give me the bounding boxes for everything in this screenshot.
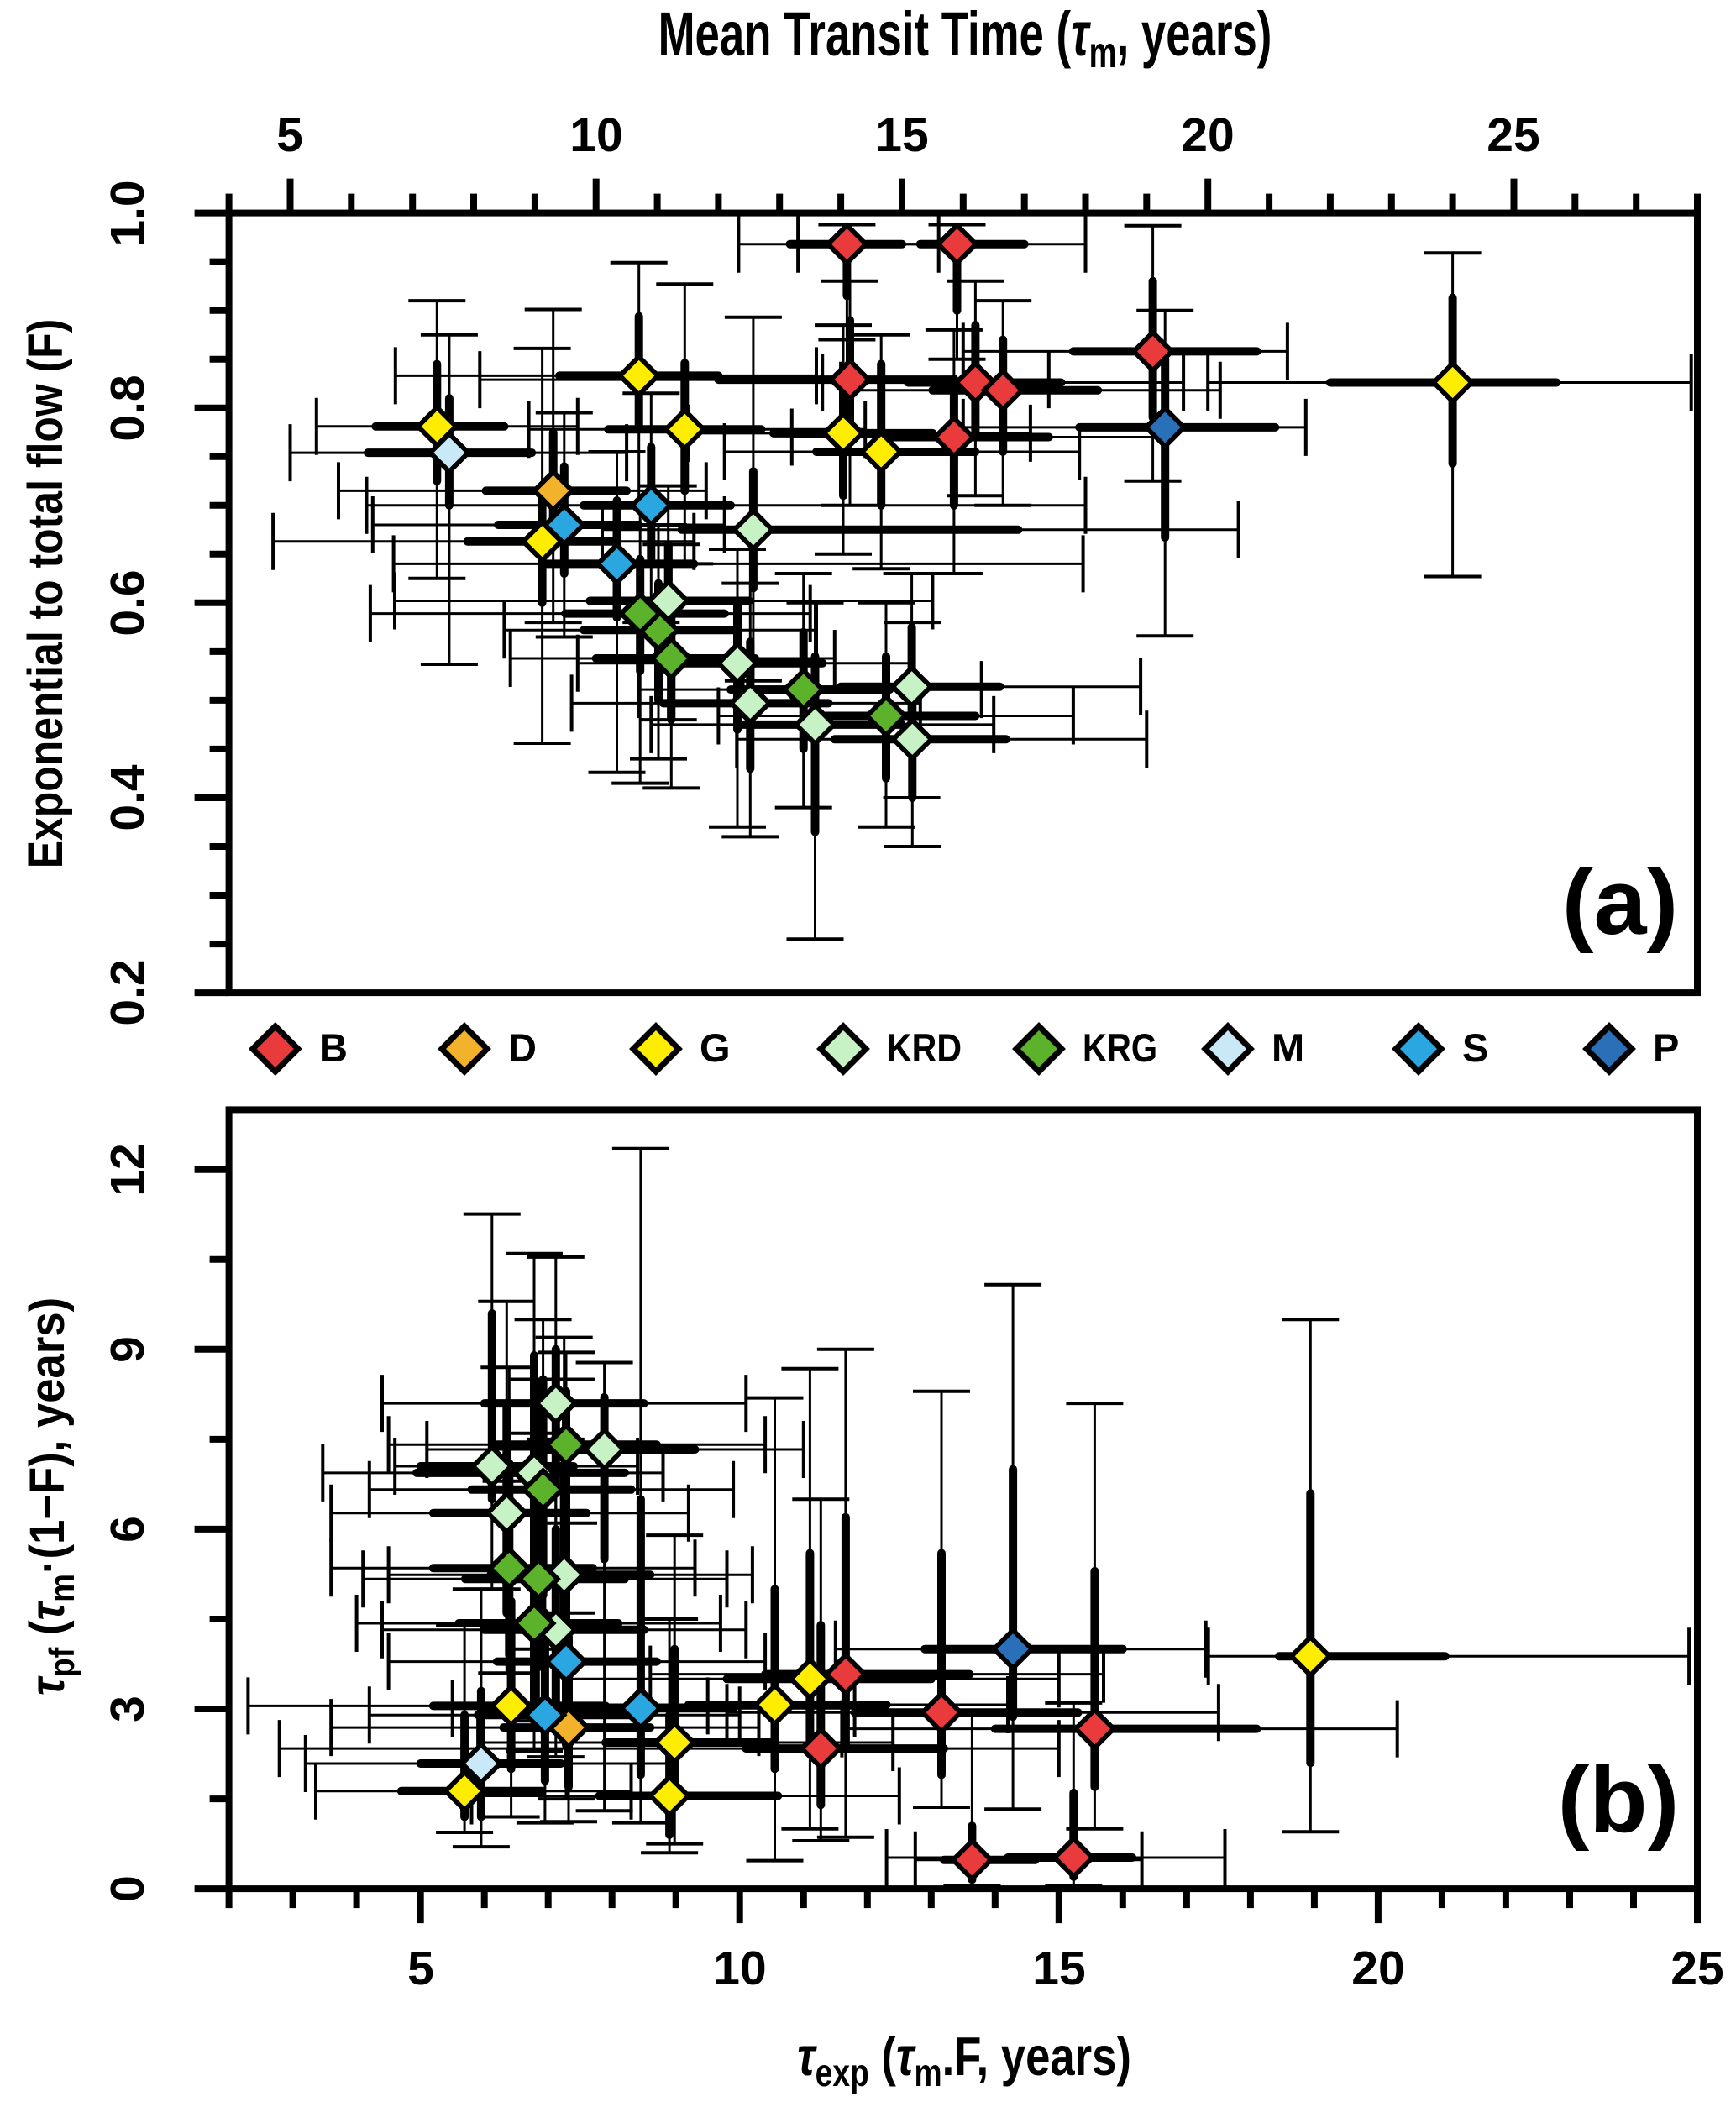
svg-text:10: 10: [713, 1942, 766, 1995]
svg-text:0: 0: [101, 1875, 155, 1902]
svg-text:15: 15: [1032, 1942, 1085, 1995]
svg-text:τexp (τm.F, years): τexp (τm.F, years): [797, 2026, 1131, 2094]
svg-text:5: 5: [407, 1942, 434, 1995]
svg-text:20: 20: [1351, 1942, 1404, 1995]
svg-text:(a): (a): [1562, 851, 1678, 954]
svg-text:Mean Transit Time (τm, years): Mean Transit Time (τm, years): [658, 0, 1272, 77]
svg-text:τpf (τm·(1−F), years): τpf (τm·(1−F), years): [20, 1297, 82, 1696]
svg-text:5: 5: [276, 108, 303, 162]
svg-text:25: 25: [1487, 108, 1539, 162]
svg-text:KRG: KRG: [1083, 1025, 1157, 1070]
svg-text:G: G: [700, 1025, 731, 1070]
svg-text:0.2: 0.2: [101, 959, 155, 1025]
svg-text:KRD: KRD: [887, 1025, 962, 1070]
svg-text:0.4: 0.4: [101, 764, 155, 831]
svg-text:Exponential to total flow (F): Exponential to total flow (F): [19, 319, 73, 869]
svg-text:3: 3: [101, 1696, 155, 1722]
svg-text:0.8: 0.8: [101, 375, 155, 441]
svg-text:20: 20: [1181, 108, 1234, 162]
svg-text:D: D: [508, 1025, 537, 1070]
svg-text:10: 10: [569, 108, 622, 162]
svg-text:S: S: [1462, 1025, 1488, 1070]
svg-text:9: 9: [101, 1336, 155, 1363]
svg-text:12: 12: [101, 1143, 155, 1196]
svg-text:P: P: [1653, 1025, 1679, 1070]
svg-text:25: 25: [1670, 1942, 1723, 1995]
svg-text:15: 15: [875, 108, 928, 162]
svg-text:B: B: [319, 1025, 348, 1070]
svg-text:6: 6: [101, 1516, 155, 1543]
svg-text:0.6: 0.6: [101, 569, 155, 636]
svg-text:(b): (b): [1558, 1748, 1680, 1852]
svg-text:1.0: 1.0: [101, 180, 155, 246]
svg-text:M: M: [1272, 1025, 1304, 1070]
